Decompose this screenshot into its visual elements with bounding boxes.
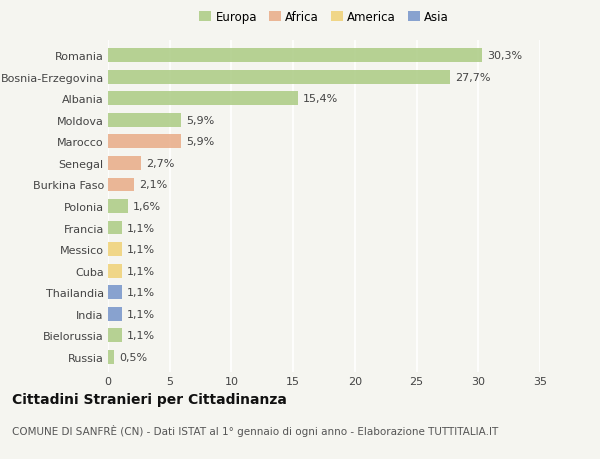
Text: 27,7%: 27,7% [455,73,490,83]
Text: 5,9%: 5,9% [186,137,214,147]
Text: 0,5%: 0,5% [119,352,147,362]
Text: 1,1%: 1,1% [127,266,155,276]
Text: 15,4%: 15,4% [303,94,338,104]
Text: 1,1%: 1,1% [127,309,155,319]
Bar [108,92,298,106]
Bar [108,71,450,85]
Bar [108,307,122,321]
Text: COMUNE DI SANFRÈ (CN) - Dati ISTAT al 1° gennaio di ogni anno - Elaborazione TUT: COMUNE DI SANFRÈ (CN) - Dati ISTAT al 1°… [12,425,498,437]
Bar [108,157,142,171]
Bar [108,221,122,235]
Legend: Europa, Africa, America, Asia: Europa, Africa, America, Asia [194,6,454,29]
Bar [108,350,114,364]
Bar [108,114,181,128]
Text: 5,9%: 5,9% [186,116,214,126]
Bar [108,135,181,149]
Text: Cittadini Stranieri per Cittadinanza: Cittadini Stranieri per Cittadinanza [12,392,287,406]
Text: 2,1%: 2,1% [139,180,167,190]
Bar [108,285,122,299]
Text: 1,1%: 1,1% [127,287,155,297]
Text: 2,7%: 2,7% [146,159,175,168]
Bar [108,200,128,213]
Bar [108,242,122,257]
Bar [108,178,134,192]
Text: 1,1%: 1,1% [127,330,155,340]
Text: 1,1%: 1,1% [127,223,155,233]
Bar [108,264,122,278]
Text: 30,3%: 30,3% [487,51,522,62]
Text: 1,1%: 1,1% [127,245,155,254]
Bar [108,328,122,342]
Bar [108,50,482,63]
Text: 1,6%: 1,6% [133,202,161,212]
